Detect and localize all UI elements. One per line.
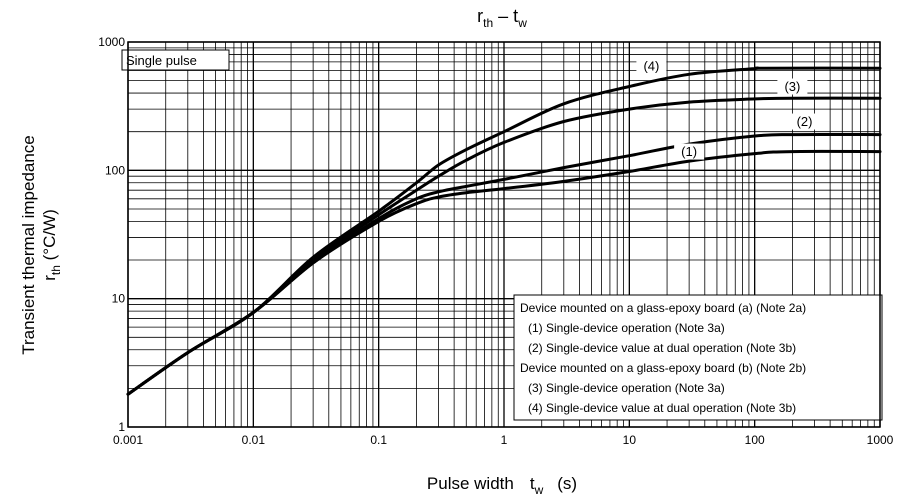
x-tick-label: 10 [623,433,637,447]
x-tick-label: 1000 [867,433,894,447]
legend-line: (1) Single-device operation (Note 3a) [528,321,725,335]
series-label-bg [674,143,705,160]
series-label: (3) [784,79,800,94]
x-tick-label: 0.1 [370,433,387,447]
x-axis-title: Pulse width tw (s) [427,474,577,497]
y-tick-labels: 1 10 100 1000 [98,35,125,434]
y-axis-title-line2: rth (°C/W) [40,209,63,281]
series-label: (1) [681,144,697,159]
series-label: (4) [643,59,659,74]
series-curves [126,66,882,396]
x-tick-label: 1 [501,433,508,447]
series-label: (2) [797,114,813,129]
series-label-bg [777,78,808,95]
x-tick-label: 100 [745,433,765,447]
x-tick-label: 0.001 [113,433,143,447]
legend: Device mounted on a glass-epoxy board (a… [513,294,883,421]
legend-line: Device mounted on a glass-epoxy board (a… [520,301,806,315]
legend-line: Device mounted on a glass-epoxy board (b… [520,361,806,375]
series-labels: (1) (2) (3) (4) [636,58,820,160]
legend-line: (4) Single-device value at dual operatio… [528,401,796,415]
single-pulse-box: Single pulse [121,49,230,71]
y-axis-title: Transient thermal impedance rth (°C/W) [19,135,63,355]
series-line-4 [126,66,882,396]
plot-frame [127,41,881,428]
legend-line: (2) Single-device value at dual operatio… [528,341,796,355]
y-axis-title-line1: Transient thermal impedance [19,135,38,355]
y-tick-label: 1000 [98,35,125,49]
y-tick-label: 10 [112,292,126,306]
y-tick-label: 100 [105,163,125,177]
legend-line: (3) Single-device operation (Note 3a) [528,381,725,395]
single-pulse-label: Single pulse [126,53,197,68]
series-label-bg [789,113,820,130]
series-label-bg [636,58,667,75]
chart-title: rth – tw [477,6,527,30]
y-tick-label: 1 [118,420,125,434]
x-tick-label: 0.01 [242,433,266,447]
x-tick-labels: 0.001 0.01 0.1 1 10 100 1000 [113,433,894,447]
